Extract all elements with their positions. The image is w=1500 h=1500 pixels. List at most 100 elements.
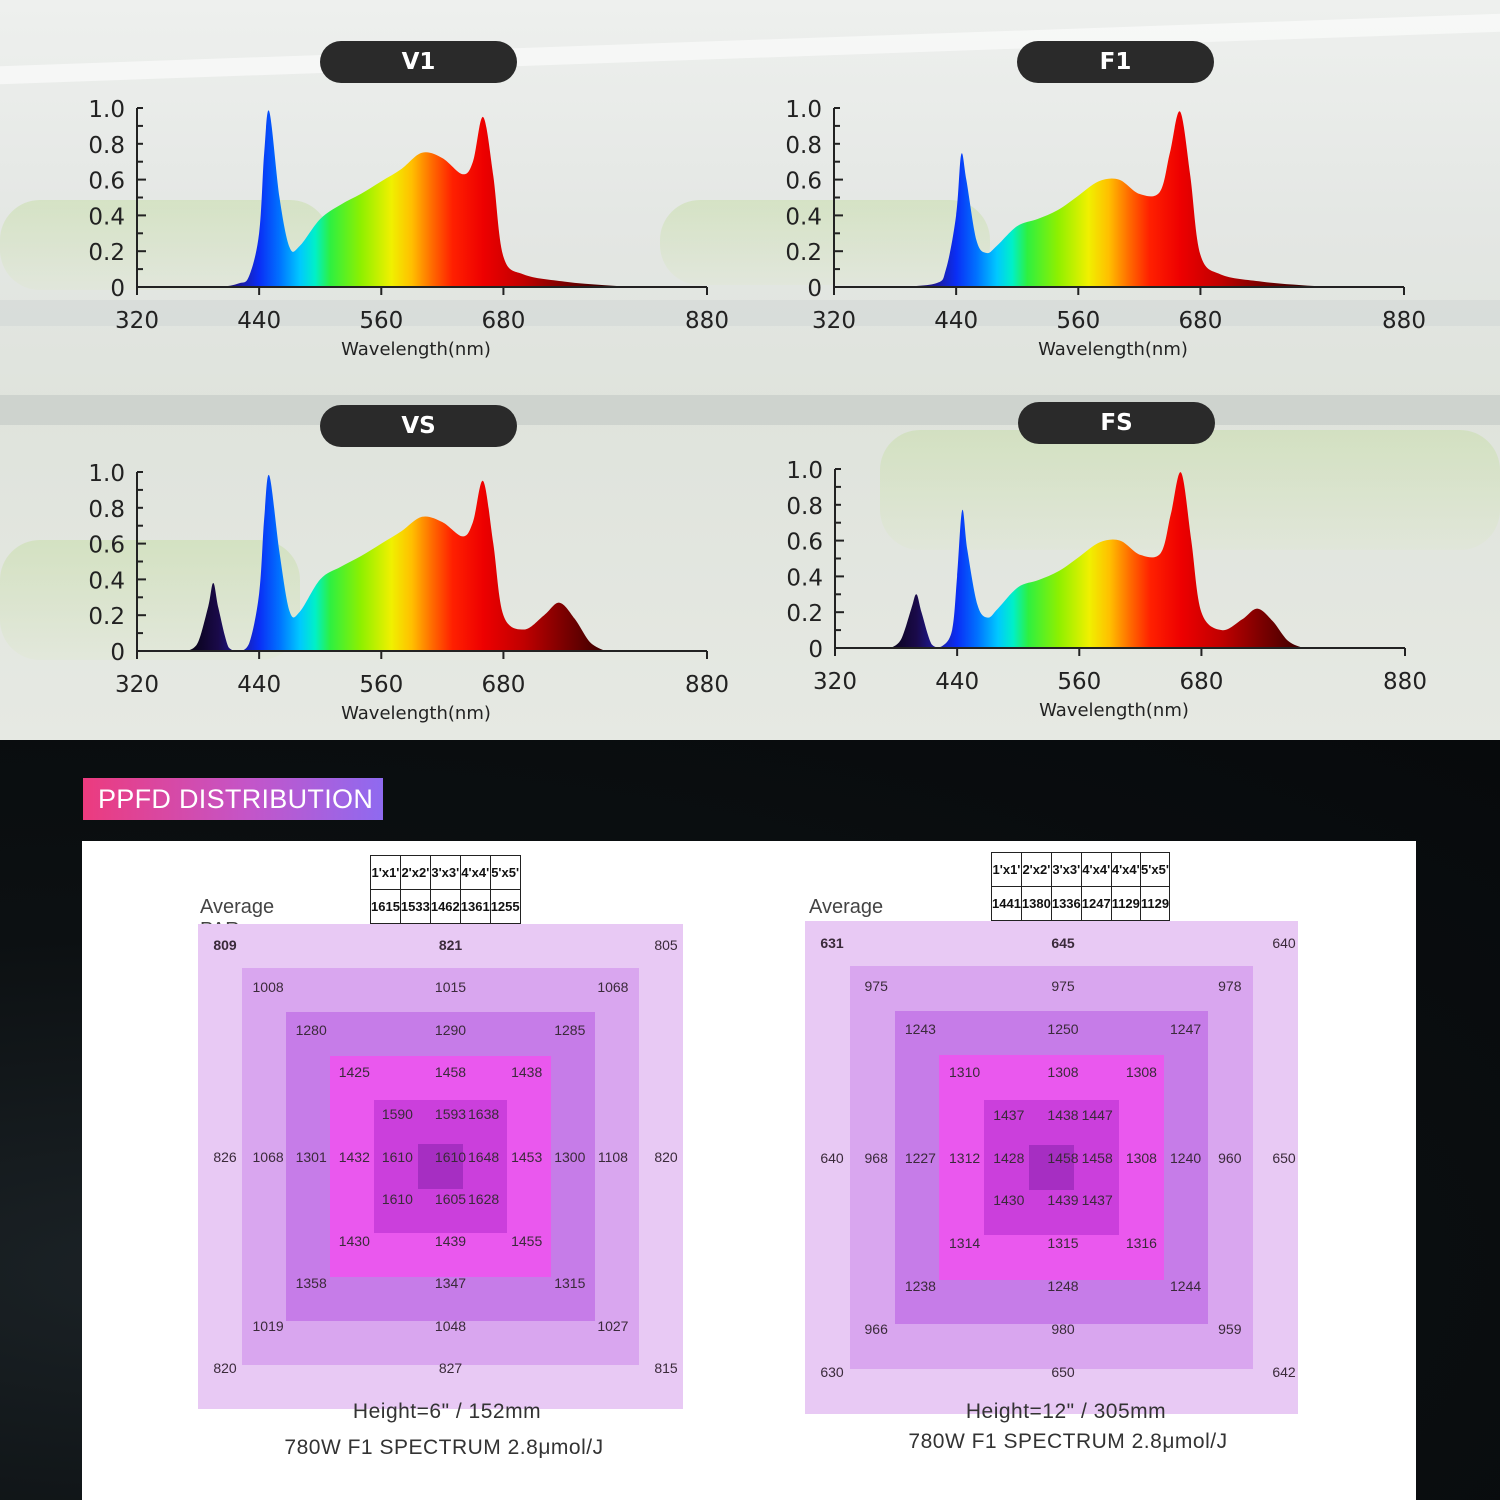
par-table-header: 2'x2' bbox=[399, 855, 431, 890]
ppfd-value: 1437 bbox=[993, 1106, 1025, 1123]
y-tick-label: 0.6 bbox=[88, 169, 125, 195]
ppfd-value: 1430 bbox=[993, 1192, 1025, 1209]
x-tick-label: 560 bbox=[359, 672, 403, 698]
x-tick-label: 320 bbox=[115, 308, 159, 334]
par-table-header: 2'x2' bbox=[1020, 852, 1052, 887]
x-tick-label: 880 bbox=[685, 672, 729, 698]
y-tick-label: 0.8 bbox=[785, 133, 822, 159]
spectrum-caption: 780W F1 SPECTRUM 2.8μmol/J bbox=[284, 1436, 604, 1459]
par-table-header: 5'x5' bbox=[1139, 852, 1171, 887]
spectrum-plot-v1: 0 0.2 0.4 0.6 0.8 1.0 320 440 560 680 880 Wavelengt… bbox=[88, 97, 729, 360]
y-tick-label: 0.4 bbox=[88, 204, 125, 230]
ppfd-value: 1458 bbox=[1047, 1149, 1079, 1166]
ppfd-value: 975 bbox=[1051, 977, 1075, 994]
par-table-header: 5'x5' bbox=[489, 855, 521, 890]
ppfd-value: 642 bbox=[1272, 1364, 1296, 1380]
x-tick-label: 560 bbox=[1057, 669, 1101, 695]
ppfd-value: 1458 bbox=[1081, 1149, 1113, 1166]
ppfd-value: 1458 bbox=[434, 1063, 467, 1080]
ppfd-value: 1315 bbox=[1047, 1235, 1079, 1252]
y-tick-label: 0.2 bbox=[785, 240, 822, 266]
spectrum-section: V1 0 0.2 0.4 0.6 0.8 1.0 320 440 560 680 880 Wavele… bbox=[0, 0, 1500, 740]
ppfd-value: 1308 bbox=[1047, 1063, 1079, 1080]
ppfd-value: 1610 bbox=[381, 1190, 413, 1207]
average-par-table: 1'x1' 2'x2' 3'x3' 4'x4' 5'x5' 1615 1533 1462 13… bbox=[370, 855, 521, 924]
x-axis-label: Wavelength(nm) bbox=[1038, 339, 1188, 360]
axes bbox=[136, 107, 708, 295]
chart-title-pill: F1 bbox=[1017, 41, 1214, 83]
ppfd-value: 968 bbox=[864, 1149, 888, 1166]
ppfd-value: 1048 bbox=[434, 1317, 467, 1334]
spectrum-area bbox=[891, 472, 1304, 648]
spectrum-chart-vs: VS 0 0.2 0.4 0.6 0.8 1.0 320 440 560 680 880 Wavele… bbox=[0, 364, 750, 734]
y-tick-label: 0.2 bbox=[88, 240, 125, 266]
x-tick-label: 440 bbox=[935, 669, 979, 695]
par-table-value: 1441 bbox=[991, 886, 1022, 921]
ppfd-value: 1312 bbox=[949, 1149, 981, 1166]
par-table-value: 1380 bbox=[1020, 886, 1052, 921]
ppfd-value: 1610 bbox=[381, 1148, 413, 1165]
x-tick-label: 440 bbox=[237, 672, 281, 698]
ppfd-value: 631 bbox=[820, 935, 844, 951]
par-table-value: 1462 bbox=[429, 889, 461, 924]
par-table-value: 1361 bbox=[459, 889, 491, 924]
ppfd-value: 1290 bbox=[434, 1021, 467, 1038]
spectrum-plot-fs: 0 0.2 0.4 0.6 0.8 1.0 320 440 560 680 880 Wavelengt… bbox=[786, 458, 1427, 721]
spectrum-chart-fs: FS 0 0.2 0.4 0.6 0.8 1.0 320 440 560 680 880 Wavele… bbox=[698, 361, 1448, 731]
y-tick-label: 0.6 bbox=[786, 530, 823, 556]
ppfd-value: 1593 bbox=[434, 1106, 467, 1123]
ppfd-value: 1019 bbox=[252, 1317, 284, 1334]
y-tick-label: 1.0 bbox=[785, 97, 822, 123]
x-axis-label: Wavelength(nm) bbox=[341, 339, 491, 360]
x-tick-label: 320 bbox=[115, 672, 159, 698]
ppfd-value: 978 bbox=[1218, 977, 1242, 994]
ppfd-value: 1247 bbox=[1170, 1020, 1202, 1037]
ppfd-value: 809 bbox=[213, 937, 237, 953]
ppfd-value: 1300 bbox=[554, 1148, 586, 1165]
y-tick-label: 0 bbox=[110, 276, 125, 302]
spectrum-chart-v1: V1 0 0.2 0.4 0.6 0.8 1.0 320 440 560 680 880 Wavele… bbox=[0, 0, 750, 370]
y-tick-label: 0 bbox=[110, 640, 125, 666]
ppfd-value: 640 bbox=[820, 1149, 844, 1166]
ppfd-value: 1430 bbox=[338, 1233, 370, 1250]
ppfd-value: 975 bbox=[864, 977, 888, 994]
average-par-table: 1'x1' 2'x2' 3'x3' 4'x4' 4'x4' 5'x5' 1441 1380 1… bbox=[991, 852, 1171, 921]
ppfd-value: 650 bbox=[1051, 1364, 1075, 1380]
ppfd-value: 1301 bbox=[295, 1148, 327, 1165]
ppfd-value: 1590 bbox=[381, 1106, 413, 1123]
x-tick-label: 680 bbox=[481, 308, 525, 334]
axes bbox=[834, 468, 1406, 656]
ppfd-value: 1227 bbox=[904, 1149, 936, 1166]
par-table-header: 3'x3' bbox=[1050, 852, 1082, 887]
ppfd-value: 1438 bbox=[511, 1063, 543, 1080]
y-tick-label: 1.0 bbox=[88, 97, 125, 123]
x-axis-label: Wavelength(nm) bbox=[1039, 700, 1189, 721]
spectrum-area bbox=[177, 110, 707, 287]
x-tick-label: 680 bbox=[1179, 669, 1223, 695]
ppfd-value: 1628 bbox=[468, 1190, 500, 1207]
spectrum-plot-vs: 0 0.2 0.4 0.6 0.8 1.0 320 440 560 680 880 Wavelengt… bbox=[88, 461, 729, 724]
ppfd-value: 1438 bbox=[1047, 1106, 1079, 1123]
x-tick-label: 320 bbox=[812, 308, 856, 334]
ppfd-value: 1455 bbox=[511, 1233, 543, 1250]
ppfd-value: 1280 bbox=[295, 1021, 327, 1038]
ppfd-value: 821 bbox=[438, 937, 463, 953]
x-tick-label: 680 bbox=[1178, 308, 1222, 334]
y-tick-label: 0.4 bbox=[785, 204, 822, 230]
ppfd-value: 630 bbox=[820, 1364, 844, 1380]
ppfd-value: 1432 bbox=[338, 1148, 370, 1165]
ppfd-value: 1240 bbox=[1170, 1149, 1202, 1166]
ppfd-value: 1314 bbox=[949, 1235, 981, 1252]
ppfd-value: 820 bbox=[654, 1148, 678, 1165]
par-table-header: 4'x4' bbox=[459, 855, 491, 890]
ppfd-value: 1250 bbox=[1047, 1020, 1079, 1037]
par-table-value: 1129 bbox=[1110, 886, 1141, 921]
spectrum-chart-f1: F1 0 0.2 0.4 0.6 0.8 1.0 320 440 560 680 880 Wavele… bbox=[697, 0, 1447, 370]
chart-title-pill: V1 bbox=[320, 41, 517, 83]
ppfd-value: 1285 bbox=[554, 1021, 586, 1038]
x-tick-label: 320 bbox=[813, 669, 857, 695]
x-tick-label: 440 bbox=[934, 308, 978, 334]
ppfd-value: 1437 bbox=[1081, 1192, 1113, 1209]
par-table-header: 1'x1' bbox=[370, 855, 401, 890]
ppfd-value: 650 bbox=[1272, 1149, 1296, 1166]
